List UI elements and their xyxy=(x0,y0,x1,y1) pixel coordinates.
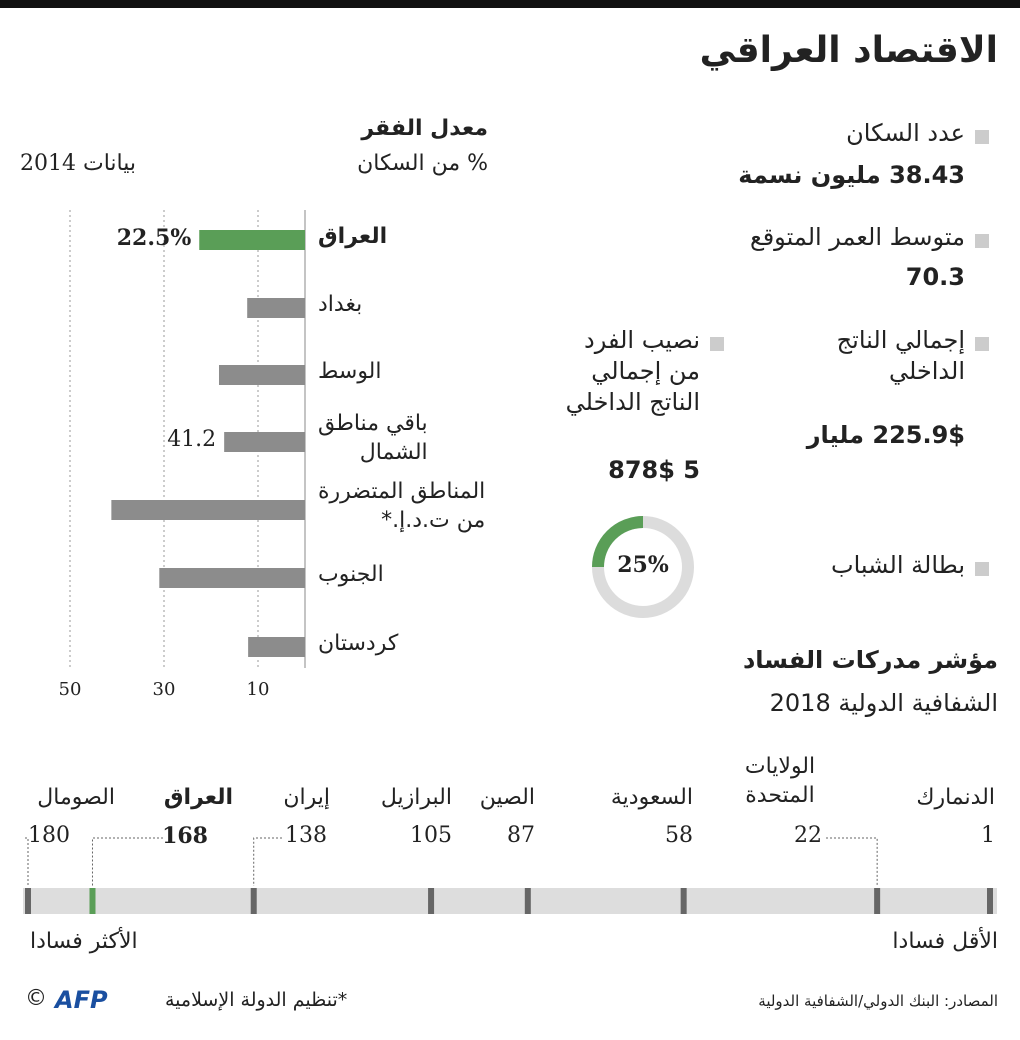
chart-title: مؤشر مدركات الفساد xyxy=(742,646,998,674)
source: المصادر: البنك الدولي/الشفافية الدولية xyxy=(758,992,998,1010)
x-tick-label: 10 xyxy=(246,679,270,700)
title: الاقتصاد العراقي xyxy=(699,30,998,71)
country-label: الولايات المتحدة xyxy=(744,754,816,808)
rank-label: 87 xyxy=(507,823,535,848)
category-label: العراق xyxy=(318,224,388,249)
rank-label: 1 xyxy=(981,823,995,848)
rank-label: 138 xyxy=(285,823,327,848)
stat-label: نصيب الفرد من إجمالي الناتج الداخلي xyxy=(565,326,700,417)
chart-note: بيانات 2014 xyxy=(20,151,136,176)
connector xyxy=(826,837,878,886)
stat-label: عدد السكان xyxy=(846,119,965,147)
x-tick-label: 30 xyxy=(152,679,176,700)
donut-label: 25% xyxy=(617,552,669,578)
top-bar xyxy=(0,0,1020,8)
country-label: السعودية xyxy=(610,785,693,810)
bar xyxy=(218,365,305,385)
rank-label: 168 xyxy=(162,823,208,849)
logo: AFP xyxy=(55,986,108,1014)
category-label: المناطق المتضررة من ت.د.إ.* xyxy=(318,479,486,533)
stat-marker xyxy=(975,337,989,351)
stat-marker xyxy=(975,234,989,248)
category-label: كردستان xyxy=(318,631,399,656)
category-label: باقي مناطق الشمال xyxy=(318,411,428,465)
rank-mark xyxy=(89,888,96,914)
scale-bar xyxy=(23,888,997,914)
stat-marker xyxy=(710,337,724,351)
country-label: العراق xyxy=(163,785,233,810)
annotation: 41.2 xyxy=(167,427,217,452)
connector xyxy=(253,837,282,886)
country-label: الصين xyxy=(479,785,535,810)
rank-mark xyxy=(874,888,881,914)
chart-title: معدل الفقر xyxy=(361,116,488,141)
x-tick-label: 50 xyxy=(58,679,82,700)
bar xyxy=(247,298,305,318)
stat-marker xyxy=(975,130,989,144)
rank-label: 58 xyxy=(665,823,693,848)
rank-mark xyxy=(987,888,993,914)
chart-subtitle: الشفافية الدولية 2018 xyxy=(769,689,998,717)
bar xyxy=(248,637,305,657)
donut-arc xyxy=(592,516,644,568)
rank-mark xyxy=(524,888,531,914)
stat-value: 38.43 مليون نسمة xyxy=(738,161,965,189)
value-label: 22.5% xyxy=(116,225,192,251)
bar xyxy=(199,230,305,250)
high-label: الأكثر فسادا xyxy=(30,929,138,954)
connector xyxy=(91,837,163,886)
rank-mark xyxy=(250,888,257,914)
chart-subtitle: % من السكان xyxy=(357,151,488,176)
stat-value: 70.3 xyxy=(905,263,965,291)
stat-label: بطالة الشباب xyxy=(830,551,965,579)
rank-label: 105 xyxy=(410,823,452,848)
rank-mark xyxy=(25,888,31,914)
footer-note: *تنظيم الدولة الإسلامية xyxy=(165,989,348,1011)
rank-mark xyxy=(680,888,687,914)
category-label: بغداد xyxy=(318,292,363,317)
rank-label: 180 xyxy=(28,823,70,848)
country-label: الصومال xyxy=(37,785,115,810)
rank-label: 22 xyxy=(794,823,822,848)
stat-value: 5 878$ xyxy=(608,456,700,484)
country-label: البرازيل xyxy=(380,785,452,810)
category-label: الجنوب xyxy=(318,562,384,587)
low-label: الأقل فسادا xyxy=(892,929,998,954)
bar xyxy=(111,500,305,520)
stat-marker xyxy=(975,562,989,576)
copyright: © xyxy=(25,986,47,1011)
bar xyxy=(159,568,305,588)
country-label: الدنمارك xyxy=(916,785,995,810)
country-label: إيران xyxy=(283,785,330,810)
bar xyxy=(224,432,305,452)
stat-label: متوسط العمر المتوقع xyxy=(749,223,965,251)
stat-label: إجمالي الناتج الداخلي xyxy=(836,326,965,386)
connector xyxy=(25,837,29,886)
stat-value: 225.9$ مليار xyxy=(806,421,965,449)
rank-mark xyxy=(428,888,435,914)
category-label: الوسط xyxy=(318,359,382,384)
